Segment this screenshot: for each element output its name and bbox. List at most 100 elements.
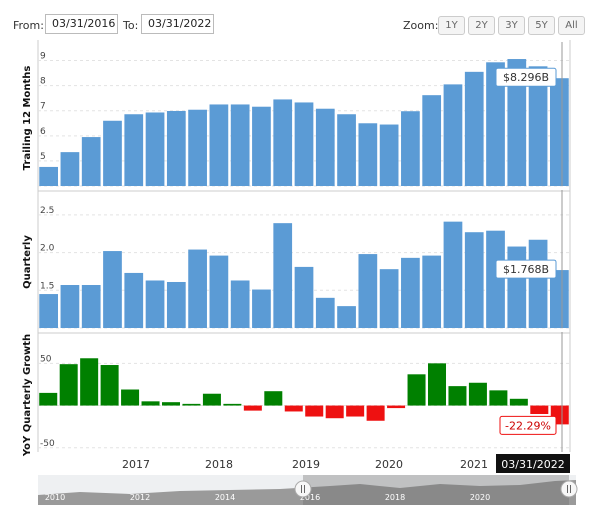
bar — [486, 62, 505, 186]
navigator-handle-knob — [294, 480, 312, 498]
bar — [464, 232, 484, 328]
bar — [401, 257, 420, 328]
bar — [358, 254, 378, 328]
navigator-selection — [303, 475, 569, 505]
bar — [346, 405, 365, 417]
y-tick-label: 2.0 — [40, 244, 55, 254]
zoom-5y-button[interactable]: 5Y — [528, 16, 555, 35]
bar — [509, 398, 528, 406]
from-date-input[interactable]: 03/31/2016 — [45, 14, 118, 34]
bar — [549, 270, 569, 328]
tooltip-label: $8.296B — [503, 71, 549, 84]
bar — [161, 402, 181, 406]
y-tick-label: -50 — [40, 439, 55, 449]
navigator-handle-knob — [560, 480, 578, 498]
zoom-label: Zoom: — [403, 19, 439, 32]
zoom-1y-button[interactable]: 1Y — [438, 16, 465, 35]
bar — [39, 166, 59, 186]
bar — [80, 358, 99, 406]
bar — [305, 405, 324, 417]
bar — [337, 306, 356, 328]
bar — [387, 405, 406, 409]
bar — [422, 95, 442, 186]
bar — [39, 392, 58, 406]
bar — [422, 255, 442, 328]
axis-title: Trailing 12 Months — [22, 66, 33, 171]
bar — [223, 403, 242, 406]
zoom-3y-button[interactable]: 3Y — [498, 16, 525, 35]
tooltip-box — [495, 67, 557, 87]
to-label: To: — [123, 19, 139, 32]
navigator-year-label: 2010 — [45, 493, 65, 502]
bar — [315, 108, 335, 186]
range-toolbar: From: 03/31/2016 To: 03/31/2022 Zoom: 1Y… — [0, 0, 602, 40]
bar — [252, 289, 271, 328]
axis-title: YoY Quarterly Growth — [22, 334, 33, 457]
bar — [230, 104, 250, 186]
y-tick-label: 9 — [40, 52, 46, 62]
bar — [528, 239, 548, 328]
bar — [188, 109, 207, 186]
bar — [100, 365, 119, 406]
bar — [252, 106, 271, 186]
bar — [464, 71, 484, 186]
x-axis-year-label: 2021 — [460, 458, 488, 471]
bar — [549, 78, 569, 186]
bar — [103, 251, 122, 328]
bar — [294, 102, 314, 186]
bar — [407, 374, 426, 406]
bar — [284, 405, 303, 412]
bar — [379, 124, 399, 186]
axis-title: Quarterly — [22, 235, 33, 289]
x-axis-year-label: 2019 — [292, 458, 320, 471]
zoom-all-button[interactable]: All — [558, 16, 585, 35]
navigator-year-label: 2016 — [300, 493, 320, 502]
y-tick-label: 50 — [40, 354, 52, 364]
bar — [358, 123, 378, 186]
bar — [243, 405, 262, 411]
bar — [379, 269, 399, 328]
bar — [81, 137, 101, 186]
bar — [507, 59, 527, 186]
navigator-year-label: 2020 — [470, 493, 490, 502]
x-axis-year-label: 2018 — [205, 458, 233, 471]
bar — [294, 266, 314, 328]
bar — [103, 120, 122, 186]
bar — [366, 405, 385, 421]
bar — [145, 112, 165, 186]
bar — [60, 152, 80, 186]
bar — [486, 230, 505, 328]
y-tick-label: 8 — [40, 77, 46, 87]
y-tick-label: 2.5 — [40, 206, 54, 216]
bar — [182, 403, 201, 406]
bar — [124, 272, 144, 328]
y-tick-label: 7 — [40, 102, 46, 112]
bar — [59, 364, 78, 406]
x-axis-year-label: 2020 — [375, 458, 403, 471]
bar — [448, 386, 467, 406]
navigator-handle[interactable] — [560, 480, 578, 498]
bar — [264, 391, 283, 406]
bar — [188, 249, 207, 328]
y-tick-label: 1.5 — [40, 281, 54, 291]
bar — [166, 110, 186, 186]
to-date-input[interactable]: 03/31/2022 — [141, 14, 214, 34]
bar — [337, 114, 356, 186]
bar — [209, 104, 229, 186]
bar — [507, 246, 527, 328]
bar — [528, 66, 548, 186]
bar — [468, 382, 487, 406]
navigator-handle[interactable] — [294, 480, 312, 498]
bar — [124, 114, 144, 186]
from-label: From: — [13, 19, 44, 32]
tooltip-box — [495, 259, 557, 279]
bar — [39, 294, 59, 328]
navigator-year-label: 2012 — [130, 493, 150, 502]
bar — [202, 393, 221, 406]
chart-panel-ttm: 456789Trailing 12 Months$8.296B — [22, 42, 570, 187]
bar — [81, 285, 101, 328]
zoom-2y-button[interactable]: 2Y — [468, 16, 495, 35]
bar — [530, 405, 549, 414]
